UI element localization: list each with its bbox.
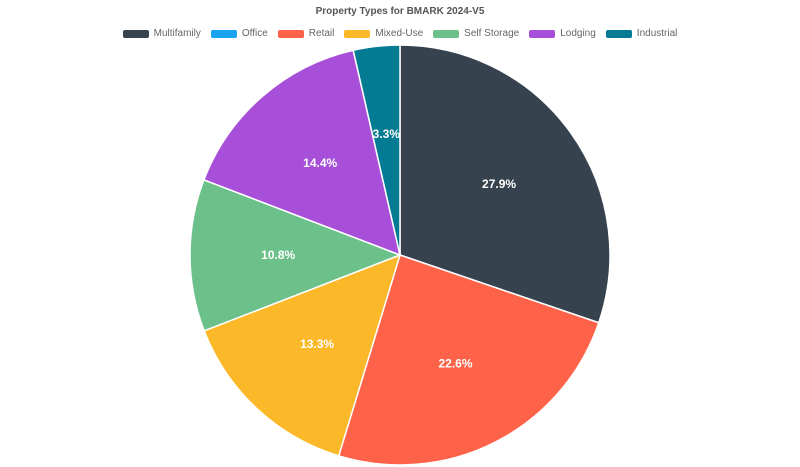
- slice-data-label: 10.8%: [261, 248, 295, 262]
- pie-slice-lodging[interactable]: [202, 49, 402, 257]
- legend-label: Multifamily: [153, 28, 201, 39]
- legend-swatch: [433, 29, 460, 38]
- legend-item-industrial[interactable]: Industrial: [605, 28, 678, 39]
- pie-slice-self-storage[interactable]: [189, 178, 403, 332]
- legend-label: Office: [241, 28, 268, 39]
- legend-swatch: [277, 29, 304, 38]
- legend-swatch: [122, 29, 149, 38]
- legend-swatch: [210, 29, 237, 38]
- legend-label: Mixed-Use: [375, 28, 424, 39]
- legend-item-retail[interactable]: Retail: [277, 28, 335, 39]
- legend-label: Lodging: [560, 28, 596, 39]
- slice-data-label: 27.9%: [482, 177, 516, 191]
- legend-item-lodging[interactable]: Lodging: [529, 28, 596, 39]
- legend-swatch: [529, 29, 556, 38]
- chart-title: Property Types for BMARK 2024-V5: [315, 6, 485, 17]
- legend-label: Self Storage: [464, 28, 520, 39]
- slice-data-label: 3.3%: [373, 127, 401, 141]
- pie-slice-multifamily[interactable]: [399, 44, 611, 324]
- legend-item-office[interactable]: Office: [210, 28, 268, 39]
- legend-swatch: [605, 29, 632, 38]
- pie-slice-mixed-use[interactable]: [203, 253, 402, 457]
- legend-item-mixed-use[interactable]: Mixed-Use: [344, 28, 423, 39]
- slice-data-label: 13.3%: [300, 337, 334, 351]
- legend-swatch: [344, 29, 371, 38]
- legend-item-self-storage[interactable]: Self Storage: [433, 28, 519, 39]
- slice-data-label: 14.4%: [303, 156, 337, 170]
- legend-label: Industrial: [636, 28, 678, 39]
- legend-label: Retail: [308, 28, 335, 39]
- slice-data-label: 22.6%: [438, 356, 472, 370]
- chart-legend: Multifamily Office Retail Mixed-Use Self Sto…: [0, 28, 800, 39]
- pie-slice-industrial[interactable]: [352, 44, 401, 256]
- pie-slice-retail[interactable]: [337, 254, 600, 466]
- legend-item-multifamily[interactable]: Multifamily: [122, 28, 201, 39]
